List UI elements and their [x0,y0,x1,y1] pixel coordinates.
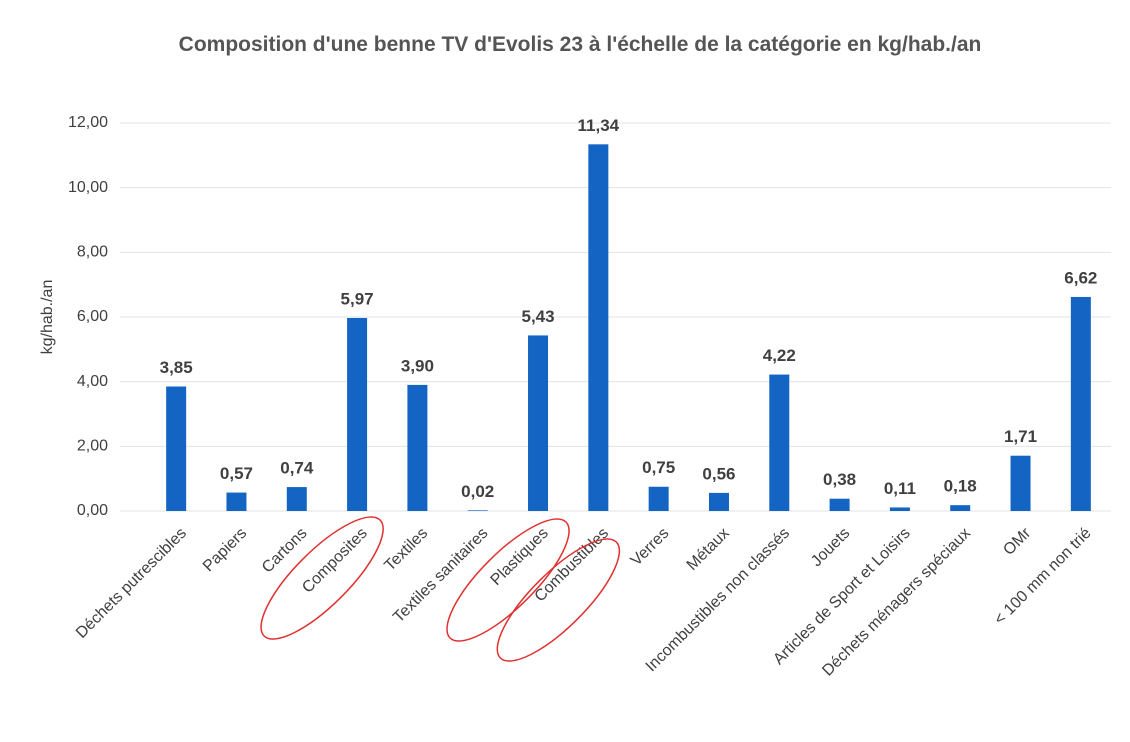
x-tick-label: Métaux [684,525,733,574]
bar [407,384,428,511]
x-tick-label: Verres [628,525,673,570]
y-tick-label: 0,00 [77,502,108,519]
data-label: 0,02 [461,482,494,501]
bar [769,374,790,511]
data-label: 4,22 [763,346,796,365]
x-tick-label: OMr [1000,524,1034,558]
bar [829,498,850,511]
x-tick-label: Textiles [381,525,431,575]
y-tick-label: 10,00 [68,179,108,196]
y-axis-label: kg/hab./an [39,280,56,355]
annotation-circle [260,516,384,640]
bar [708,492,729,511]
data-label: 0,75 [642,458,675,477]
y-tick-label: 2,00 [77,438,108,455]
y-tick-label: 4,00 [77,373,108,390]
bar [950,505,971,511]
x-tick-label: Composites [299,525,371,597]
data-label: 0,57 [220,464,253,483]
data-label: 6,62 [1064,268,1097,287]
y-tick-label: 6,00 [77,308,108,325]
data-label: 0,18 [944,477,977,496]
x-tick-label: Jouets [808,525,853,570]
data-label: 0,11 [884,479,916,498]
data-label: 5,97 [341,289,374,308]
x-tick-label: Papiers [200,525,250,575]
x-tick-label: Cartons [259,525,311,577]
bar [528,335,549,511]
data-label: 0,56 [702,464,735,483]
annotation-circle [446,518,570,642]
data-label: 0,74 [280,459,314,478]
chart-title: Composition d'une benne TV d'Evolis 23 à… [178,33,982,56]
bar [467,510,488,511]
data-label: 5,43 [521,307,554,326]
bar [286,487,307,511]
bar [648,486,669,511]
y-tick-label: 12,00 [68,114,108,131]
bar [889,507,910,511]
bar [347,317,368,511]
bar [1010,455,1031,511]
data-label: 11,34 [578,116,620,135]
data-label: 0,38 [823,470,856,489]
x-tick-label: Déchets putrescibles [73,525,190,642]
bar [166,386,187,511]
bar [1070,296,1091,511]
y-tick-label: 8,00 [77,244,108,261]
data-label: 1,71 [1004,427,1037,446]
data-label: 3,85 [160,358,193,377]
data-label: 3,90 [401,356,434,375]
bar [226,492,247,511]
bar [588,144,609,511]
annotation-circle [496,538,621,662]
